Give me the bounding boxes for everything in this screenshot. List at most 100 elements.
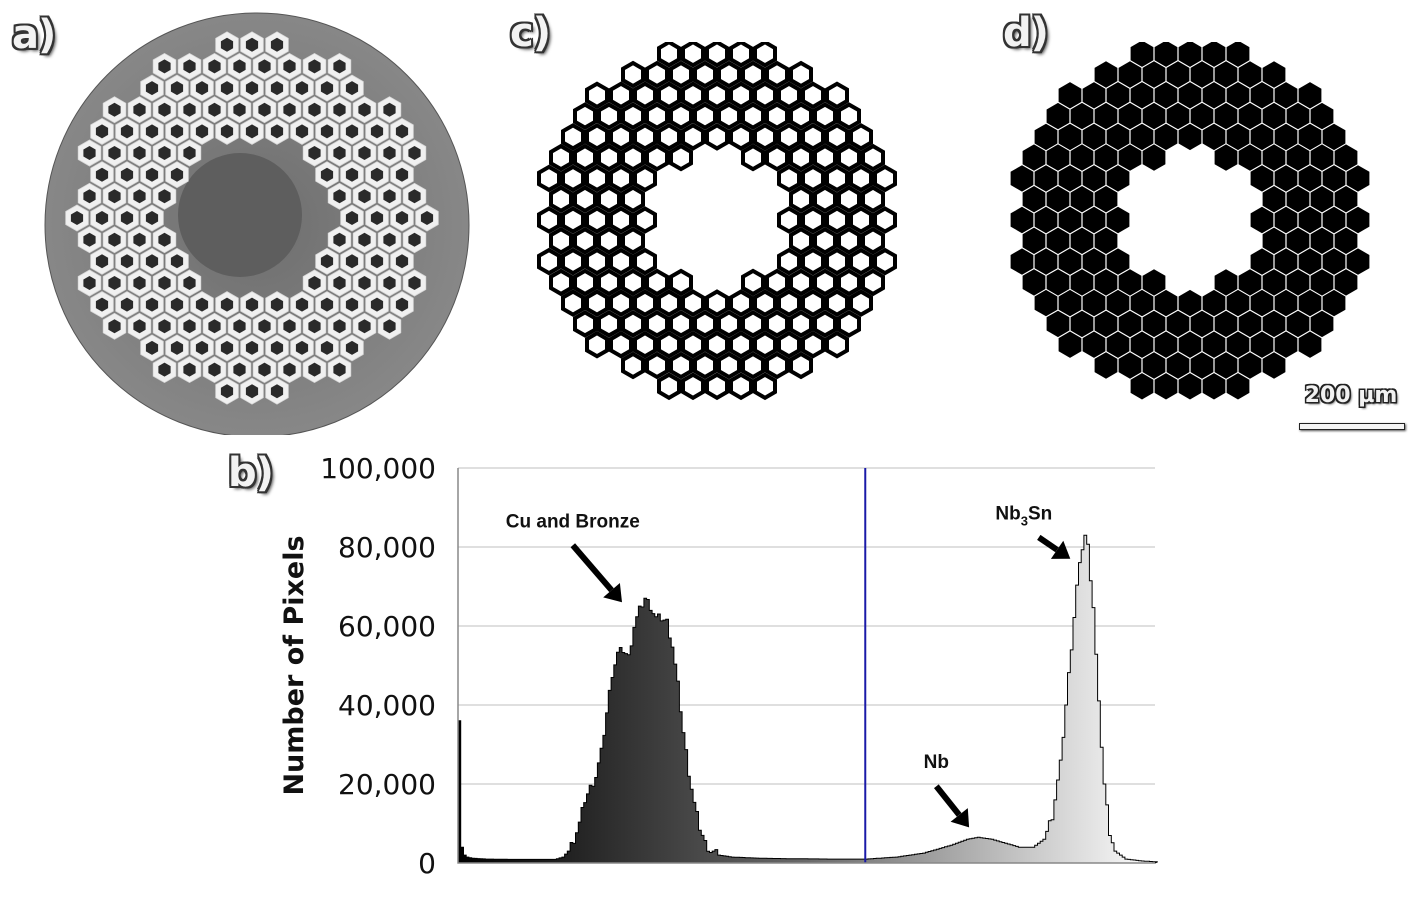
- filament-filled: [1178, 82, 1202, 109]
- filament-ring: [537, 206, 561, 234]
- filament-filled: [1250, 165, 1274, 192]
- filament-core: [108, 319, 121, 334]
- filament-ring: [693, 310, 717, 338]
- filament-core: [158, 189, 171, 204]
- filament-filled: [1238, 102, 1262, 130]
- filament-core: [133, 319, 146, 334]
- filament-core: [158, 232, 171, 247]
- filament-filled: [1178, 331, 1202, 358]
- filament-filled: [1094, 102, 1118, 130]
- filament-core: [145, 167, 159, 182]
- annotation-arrow: [933, 784, 962, 817]
- filament-core: [145, 81, 159, 96]
- filament-ring: [645, 102, 669, 130]
- filament-filled: [1274, 123, 1298, 151]
- filament-filled: [1142, 144, 1166, 171]
- filament-filled: [1166, 310, 1190, 338]
- filament-filled: [1322, 206, 1346, 234]
- filament-filled: [1130, 331, 1154, 358]
- filament-filled: [1094, 352, 1118, 379]
- filament-core: [345, 340, 359, 355]
- filament-filled: [1214, 61, 1238, 88]
- filament-core: [358, 102, 371, 117]
- filament-ring: [765, 310, 789, 338]
- filament-core: [295, 297, 309, 312]
- filament-core: [320, 254, 334, 269]
- filament-filled: [1190, 61, 1214, 88]
- filament-ring: [585, 330, 609, 359]
- filament-core: [245, 124, 259, 139]
- filament-filled: [1250, 289, 1274, 317]
- filament-ring: [657, 372, 681, 401]
- filament-core: [158, 59, 171, 74]
- segmented-filaments-c: [537, 42, 897, 401]
- filament-filled: [1166, 61, 1190, 88]
- filament-core: [408, 189, 421, 204]
- filament-core: [283, 59, 296, 74]
- filament-filled: [1274, 165, 1298, 192]
- filament-filled: [1154, 331, 1178, 358]
- filament-filled: [1058, 331, 1082, 358]
- filament-filled: [1322, 165, 1346, 192]
- filament-ring: [705, 289, 729, 317]
- filament-ring: [549, 143, 573, 172]
- filament-core: [395, 254, 409, 269]
- filament-filled: [1202, 373, 1226, 400]
- filament-ring: [633, 123, 657, 151]
- filament-filled: [1118, 102, 1142, 130]
- filament-filled: [1298, 289, 1322, 317]
- filament-core: [158, 362, 171, 377]
- y-tick-label: 0: [418, 847, 436, 880]
- filament-core: [408, 146, 421, 160]
- filament-filled: [1046, 269, 1070, 296]
- filament-core: [283, 362, 296, 377]
- filament-ring: [705, 42, 729, 68]
- filament-core: [345, 211, 359, 225]
- filament-core: [83, 146, 96, 160]
- filament-filled: [1190, 310, 1214, 338]
- filament-filled: [1046, 144, 1070, 171]
- filament-core: [333, 362, 346, 377]
- filament-ring: [645, 268, 669, 297]
- filament-filled: [1058, 206, 1082, 234]
- filament-ring: [777, 330, 801, 359]
- filament-core: [370, 254, 384, 269]
- filament-core: [420, 211, 434, 225]
- filament-filled: [1310, 227, 1334, 254]
- filament-ring: [729, 81, 753, 110]
- annotation-label: Cu and Bronze: [506, 511, 640, 532]
- filament-filled: [1010, 206, 1034, 234]
- micrograph-a: [44, 12, 470, 435]
- filament-filled: [1334, 269, 1358, 296]
- filament-ring: [837, 226, 861, 255]
- filament-ring: [861, 268, 885, 297]
- filament-ring: [789, 60, 813, 89]
- filament-ring: [681, 123, 705, 151]
- filament-core: [170, 254, 184, 269]
- filament-ring: [813, 268, 837, 297]
- filament-filled: [1286, 269, 1310, 296]
- filament-ring: [777, 164, 801, 193]
- filament-ring: [765, 60, 789, 89]
- filament-ring: [777, 123, 801, 151]
- filament-ring: [669, 268, 693, 297]
- filament-filled: [1154, 289, 1178, 317]
- filament-ring: [837, 102, 861, 130]
- filament-ring: [753, 289, 777, 317]
- filament-ring: [621, 143, 645, 172]
- filament-ring: [681, 81, 705, 110]
- filament-ring: [549, 226, 573, 255]
- filament-ring: [609, 123, 633, 151]
- filament-filled: [1346, 165, 1370, 192]
- filament-core: [358, 189, 371, 204]
- filament-ring: [873, 164, 897, 193]
- filament-core: [258, 102, 271, 117]
- filament-ring: [669, 143, 693, 172]
- filament-ring: [669, 60, 693, 89]
- filament-ring: [645, 351, 669, 380]
- filament-filled: [1082, 165, 1106, 192]
- filament-filled: [1274, 331, 1298, 358]
- filament-ring: [789, 351, 813, 380]
- filament-filled: [1250, 331, 1274, 358]
- filament-core: [120, 211, 134, 225]
